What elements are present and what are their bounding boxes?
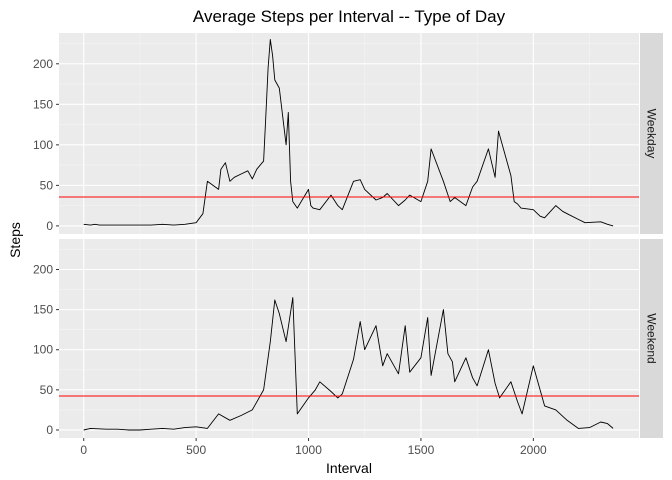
x-tick-label: 2000	[520, 443, 547, 457]
facet-panels: 0 50 100 150 200 Weekday 0 50 100 150 200 Weekend 0 5…	[33, 33, 663, 457]
facet-strip	[640, 239, 663, 438]
y-tick-label: 200	[33, 262, 53, 276]
facet-panel-weekend: 0 50 100 150 200 Weekend	[33, 239, 663, 438]
y-tick-label: 100	[33, 343, 53, 357]
y-tick-label: 0	[46, 219, 53, 233]
x-tick-label: 1500	[408, 443, 435, 457]
y-tick-label: 100	[33, 138, 53, 152]
x-tick-label: 500	[186, 443, 206, 457]
y-tick-label: 50	[40, 383, 54, 397]
y-tick-label: 150	[33, 97, 53, 111]
y-tick-label: 0	[46, 423, 53, 437]
x-tick-label: 0	[80, 443, 87, 457]
x-axis-title: Interval	[326, 460, 372, 476]
y-tick-label: 50	[40, 178, 54, 192]
facet-panel-weekday: 0 50 100 150 200 Weekday	[33, 33, 663, 234]
panel-background	[59, 239, 639, 438]
y-tick-label: 150	[33, 303, 53, 317]
facet-strip-label: Weekday	[645, 109, 659, 159]
facet-strip-label: Weekend	[645, 313, 659, 363]
chart-title: Average Steps per Interval -- Type of Da…	[193, 7, 506, 26]
x-tick-label: 1000	[295, 443, 322, 457]
y-tick-label: 200	[33, 57, 53, 71]
facet-strip	[640, 33, 663, 234]
steps-line	[83, 297, 614, 431]
panel-background	[59, 33, 639, 234]
y-axis-title: Steps	[7, 222, 23, 258]
steps-line	[83, 39, 614, 227]
